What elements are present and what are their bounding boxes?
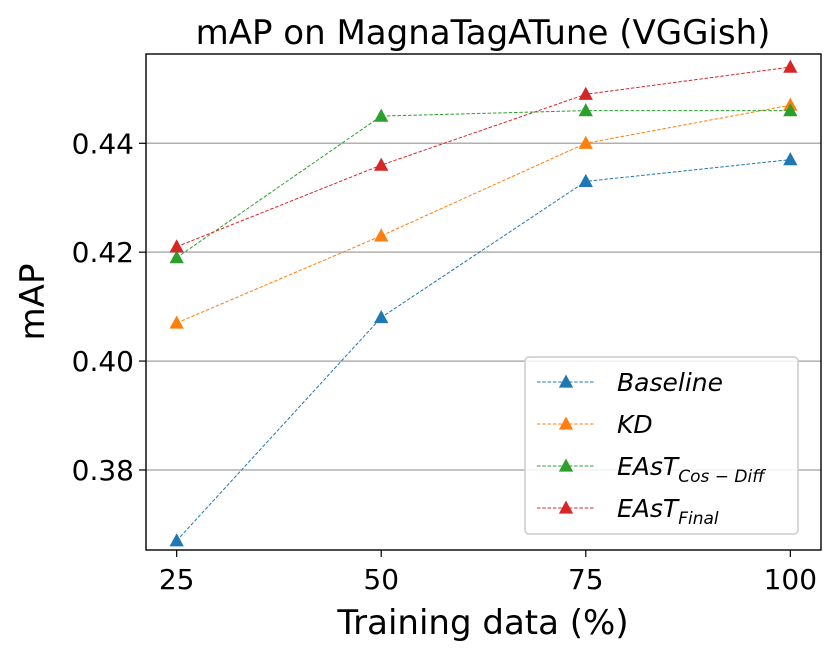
x-axis-label: Training data (%) bbox=[336, 603, 628, 643]
data-point-marker bbox=[578, 173, 593, 188]
series-kd bbox=[169, 97, 798, 329]
legend-item: KD bbox=[537, 410, 653, 439]
series-line bbox=[176, 104, 791, 324]
series-east-cos-diff bbox=[169, 103, 798, 264]
legend-label-main: EAsT bbox=[617, 452, 680, 481]
series-line bbox=[176, 66, 791, 248]
data-point-marker bbox=[578, 86, 593, 100]
y-tick-label: 0.38 bbox=[72, 454, 134, 487]
data-point-marker bbox=[374, 108, 389, 122]
data-point-marker bbox=[578, 135, 593, 149]
series-layer bbox=[169, 59, 798, 547]
legend-label-subscript: Final bbox=[678, 509, 719, 529]
data-point-marker bbox=[169, 250, 184, 264]
data-point-marker bbox=[169, 533, 184, 547]
data-point-marker bbox=[578, 103, 593, 117]
data-point-marker bbox=[374, 310, 389, 324]
y-tick-label: 0.40 bbox=[72, 345, 134, 378]
legend-label-subscript: Cos − Diff bbox=[678, 467, 766, 487]
data-point-marker bbox=[169, 315, 184, 329]
x-tick-label: 25 bbox=[159, 563, 195, 596]
data-point-marker bbox=[783, 59, 798, 73]
legend-label-main: KD bbox=[617, 410, 653, 439]
legend-item: Baseline bbox=[537, 368, 723, 397]
x-tick-label: 50 bbox=[363, 563, 399, 596]
x-tick-label: 75 bbox=[568, 563, 604, 596]
y-axis-label: mAP bbox=[13, 264, 53, 341]
x-tick-label: 100 bbox=[764, 563, 817, 596]
axis-ticks: 0.38 0.40 0.42 0.44 25 50 75 100 bbox=[72, 127, 817, 596]
data-point-marker bbox=[783, 152, 798, 166]
data-point-marker bbox=[783, 103, 798, 117]
legend-label: Baseline bbox=[617, 368, 723, 397]
plot-frame bbox=[145, 53, 822, 551]
series-line bbox=[176, 159, 791, 542]
legend-label: KD bbox=[617, 410, 653, 439]
legend-label-main: EAsT bbox=[617, 494, 680, 523]
legend-marker bbox=[558, 374, 574, 388]
data-point-marker bbox=[374, 228, 389, 242]
data-point-marker bbox=[374, 157, 389, 171]
legend-label: EAsTFinal bbox=[617, 494, 719, 529]
legend-marker bbox=[558, 416, 574, 430]
legend-marker bbox=[558, 458, 574, 472]
series-east-final bbox=[169, 59, 798, 253]
legend-box bbox=[524, 356, 799, 535]
y-tick-label: 0.42 bbox=[72, 236, 134, 269]
chart-title: mAP on MagnaTagATune (VGGish) bbox=[196, 13, 771, 53]
legend-item: EAsTCos − Diff bbox=[537, 452, 766, 487]
legend-item: EAsTFinal bbox=[537, 494, 719, 529]
series-line bbox=[176, 110, 791, 259]
y-tick-label: 0.44 bbox=[72, 127, 134, 160]
series-baseline bbox=[169, 152, 798, 547]
data-point-marker bbox=[169, 239, 184, 253]
legend-label: EAsTCos − Diff bbox=[617, 452, 766, 487]
legend-label-main: Baseline bbox=[617, 368, 723, 397]
legend-marker bbox=[558, 500, 574, 514]
